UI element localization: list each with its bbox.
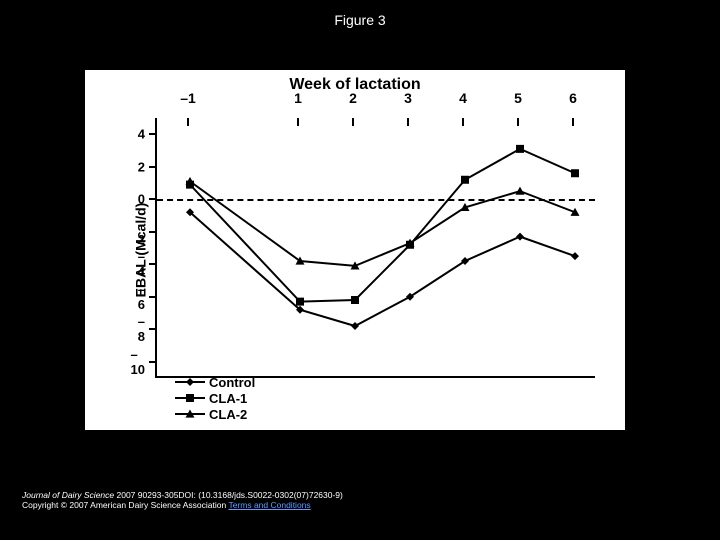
legend-line-icon (175, 381, 205, 383)
terms-link[interactable]: Terms and Conditions (228, 500, 310, 510)
citation: Journal of Dairy Science 2007 90293-305D… (22, 490, 343, 510)
data-marker (461, 176, 469, 184)
plot-area: –10–8–6–4–2024 (155, 118, 595, 378)
x-tick-label: 2 (349, 90, 357, 106)
y-tick-label: –10 (131, 347, 145, 377)
diamond-marker-icon (175, 375, 205, 389)
triangle-marker-icon (175, 407, 205, 421)
data-marker (516, 187, 525, 195)
y-tick-label: 4 (138, 127, 145, 142)
x-tick-label: –1 (180, 90, 196, 106)
data-marker (351, 296, 359, 304)
x-tick-label: 4 (459, 90, 467, 106)
x-tick-label: 6 (569, 90, 577, 106)
journal-name: Journal of Dairy Science (22, 490, 114, 500)
copyright-text: Copyright © 2007 American Dairy Science … (22, 500, 228, 510)
y-tick (149, 166, 157, 168)
legend-item: CLA-1 (175, 390, 255, 406)
data-marker (351, 322, 359, 330)
y-tick (149, 198, 157, 200)
chart-lines (157, 118, 595, 376)
data-marker (516, 145, 524, 153)
y-tick (149, 296, 157, 298)
legend-label: CLA-2 (209, 407, 247, 422)
data-marker (571, 169, 579, 177)
legend-label: Control (209, 375, 255, 390)
legend-line-icon (175, 397, 205, 399)
x-tick-label: 3 (404, 90, 412, 106)
y-tick-label: –2 (138, 217, 145, 247)
y-tick-label: 2 (138, 159, 145, 174)
y-tick-label: –8 (138, 314, 145, 344)
data-marker (516, 233, 524, 241)
x-tick-label: 5 (514, 90, 522, 106)
data-marker (571, 252, 579, 260)
legend: ControlCLA-1CLA-2 (175, 374, 255, 422)
y-tick-label: 0 (138, 192, 145, 207)
series-line (190, 212, 575, 326)
y-tick-label: –6 (138, 282, 145, 312)
y-tick (149, 263, 157, 265)
y-tick (149, 361, 157, 363)
legend-label: CLA-1 (209, 391, 247, 406)
series-line (190, 149, 575, 302)
y-tick (149, 231, 157, 233)
chart-container: Week of lactation EBAL (Mcal/d) –1123456… (85, 70, 625, 430)
figure-title: Figure 3 (0, 0, 720, 28)
citation-ref: 2007 90293-305DOI: (10.3168/jds.S0022-03… (114, 490, 343, 500)
x-tick-label: 1 (294, 90, 302, 106)
square-marker-icon (175, 391, 205, 405)
data-marker (296, 298, 304, 306)
legend-line-icon (175, 413, 205, 415)
y-tick (149, 133, 157, 135)
y-tick (149, 328, 157, 330)
y-tick-label: –4 (138, 249, 145, 279)
legend-item: CLA-2 (175, 406, 255, 422)
zero-line (157, 199, 595, 201)
legend-item: Control (175, 374, 255, 390)
